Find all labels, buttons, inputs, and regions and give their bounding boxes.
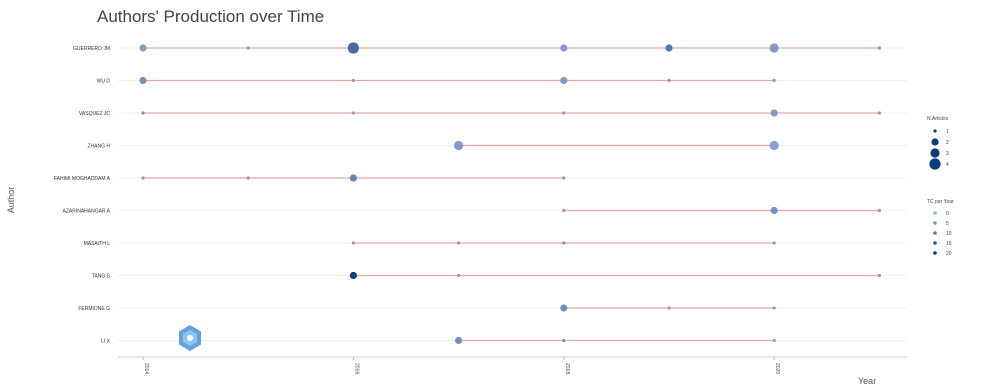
data-point — [665, 44, 673, 52]
author-label: ZHANG H — [88, 144, 111, 150]
data-point — [457, 241, 461, 245]
legend-articles-label: 4 — [946, 162, 949, 168]
data-point — [562, 111, 566, 115]
legend-n-articles: N.Articles 1 2 3 4 — [927, 116, 949, 170]
legend-tc-label: 10 — [946, 231, 952, 237]
data-point — [560, 44, 568, 52]
data-point — [454, 140, 464, 151]
legend-tc-dot — [933, 251, 937, 255]
data-point — [667, 78, 671, 83]
x-tick-label: 2020 — [774, 363, 780, 374]
legend-articles-dot — [929, 158, 941, 170]
author-label: TANG S — [92, 274, 111, 280]
x-tick-label: 2016 — [353, 363, 359, 374]
data-point — [351, 78, 355, 83]
data-point — [772, 338, 776, 343]
data-point — [457, 273, 461, 278]
data-point — [772, 306, 776, 310]
data-point — [351, 111, 355, 115]
data-point — [347, 42, 359, 54]
data-point — [455, 336, 463, 345]
legend-tc-label: 0 — [946, 211, 949, 217]
data-point — [562, 208, 566, 213]
legend-tc-per-year: TC per Year 0 5 10 15 20 — [927, 199, 954, 257]
legend-tc-dot — [933, 231, 937, 235]
legend-tc-dot — [933, 221, 937, 225]
data-point — [562, 176, 566, 180]
data-point — [562, 338, 566, 343]
legend-tc-dot — [933, 211, 937, 215]
data-points — [139, 42, 882, 345]
legend-articles-label: 2 — [946, 140, 949, 146]
author-label: VASQUEZ JC — [79, 111, 110, 117]
legend-articles-dot — [933, 129, 937, 133]
author-label: FAHIMI MOGHADDAM A — [54, 176, 111, 182]
x-tick-label: 2014 — [143, 363, 149, 374]
grid — [118, 47, 907, 341]
author-label: WU D — [97, 79, 111, 85]
data-point — [877, 46, 882, 50]
x-tick-label: 2018 — [564, 363, 570, 374]
legend-n-articles-title: N.Articles — [927, 116, 949, 122]
data-point — [562, 241, 566, 245]
data-point — [877, 208, 882, 213]
legend-tc-label: 20 — [946, 251, 952, 257]
author-timelines — [143, 47, 880, 342]
author-label: MASAITH L — [84, 241, 111, 247]
data-point — [349, 271, 357, 280]
legend-tc-label: 5 — [946, 221, 949, 227]
data-point — [772, 78, 776, 83]
data-point — [351, 241, 355, 245]
data-point — [769, 140, 779, 151]
legend-articles-label: 1 — [946, 129, 949, 135]
data-point — [349, 174, 357, 182]
data-point — [141, 176, 145, 180]
data-point — [141, 111, 145, 115]
legend-tc-label: 15 — [946, 241, 952, 247]
author-label: GUERRERO JM — [73, 46, 110, 52]
data-point — [246, 46, 250, 50]
data-point — [246, 176, 250, 180]
legend-articles-dot — [930, 148, 940, 158]
data-point — [139, 44, 147, 52]
x-ticks: 2014 2016 2018 2020 — [142, 357, 780, 374]
chart-title: Authors' Production over Time — [97, 7, 324, 26]
legend-tc-dot — [933, 241, 937, 245]
legend-articles-dot — [931, 138, 939, 146]
data-point — [877, 273, 882, 278]
data-point — [877, 111, 882, 115]
legend-tc-title: TC per Year — [927, 199, 954, 205]
watermark-logo-icon — [179, 325, 201, 351]
author-label: LI X — [101, 339, 111, 345]
data-point — [560, 304, 568, 312]
data-point — [769, 43, 779, 53]
y-axis-title: Author — [6, 187, 16, 214]
data-point — [772, 241, 776, 245]
author-labels: GUERRERO JM WU D VASQUEZ JC ZHANG H FAHIMI M… — [54, 46, 111, 345]
data-point — [770, 206, 778, 215]
author-label: FERMIONE G — [78, 306, 110, 312]
data-point — [560, 76, 568, 85]
data-point — [139, 76, 147, 85]
author-label: AZARINAHANGAR A — [62, 209, 110, 215]
data-point — [667, 306, 671, 310]
legend-articles-label: 3 — [946, 151, 949, 157]
data-point — [770, 109, 778, 117]
x-axis-title: Year — [858, 376, 876, 386]
